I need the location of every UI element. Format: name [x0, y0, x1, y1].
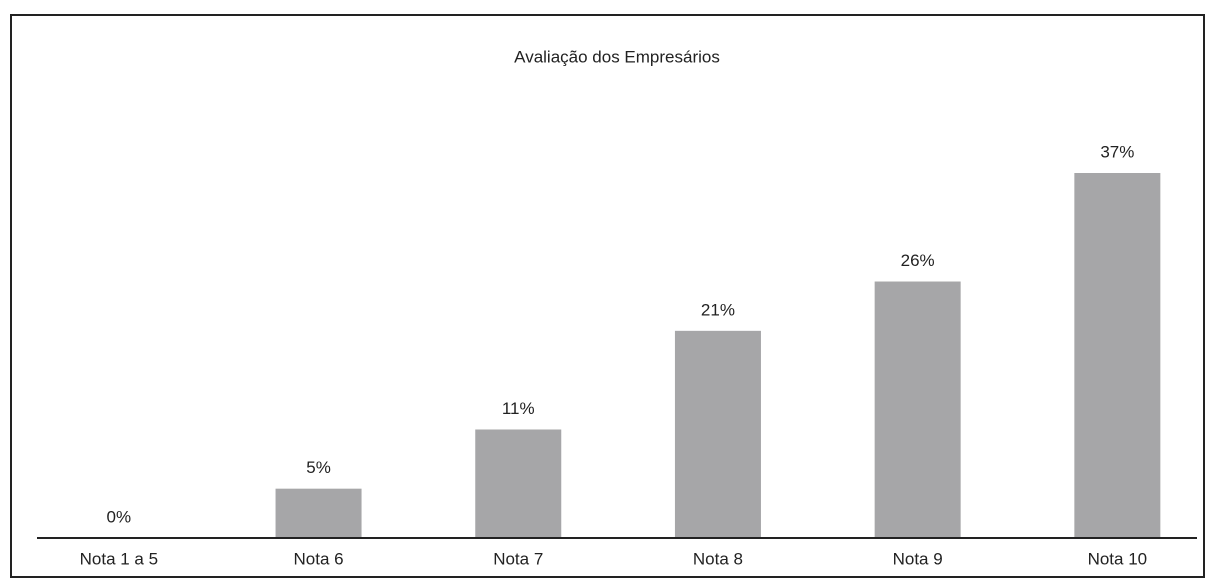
- bar: [674, 330, 761, 538]
- bar: [874, 281, 961, 538]
- x-tick-label: Nota 8: [693, 549, 743, 568]
- x-tick-label: Nota 7: [493, 549, 543, 568]
- value-label: 5%: [306, 458, 331, 477]
- chart-title: Avaliação dos Empresários: [514, 47, 720, 66]
- value-label: 11%: [502, 399, 535, 418]
- x-tick-label: Nota 6: [294, 549, 344, 568]
- value-label: 0%: [107, 507, 132, 526]
- bar: [275, 488, 362, 538]
- bar: [1074, 173, 1161, 538]
- x-tick-label: Nota 9: [893, 549, 943, 568]
- value-label: 26%: [901, 251, 935, 270]
- value-label: 21%: [701, 300, 735, 319]
- bar: [475, 429, 562, 538]
- value-label: 37%: [1100, 142, 1134, 161]
- chart-frame: [10, 14, 1205, 578]
- x-tick-label: Nota 10: [1088, 549, 1148, 568]
- x-tick-label: Nota 1 a 5: [80, 549, 158, 568]
